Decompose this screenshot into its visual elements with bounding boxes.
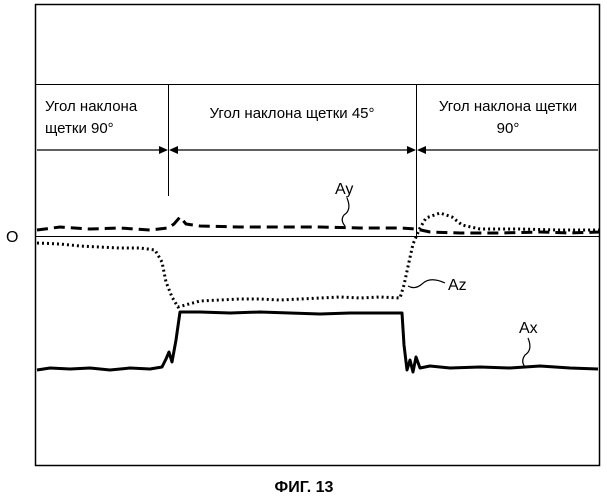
ay-label: Ay	[335, 181, 353, 198]
az-leader-line	[408, 280, 445, 288]
ax-leader-line	[523, 338, 530, 368]
region-1-label-line-1: Угол наклона	[45, 98, 138, 115]
region-1-label-line-2: щетки 90°	[45, 120, 114, 137]
region-arrow-3	[417, 146, 598, 154]
region-2-label: Угол наклона щетки 45°	[209, 105, 374, 122]
region-arrow-1	[37, 146, 168, 154]
region-arrow-2	[169, 146, 416, 154]
zero-label: O	[6, 229, 18, 246]
region-3-label-line-1: Угол наклона щетки	[439, 98, 577, 115]
ax-label: Ax	[519, 320, 538, 337]
ax-signal-curve	[37, 312, 598, 372]
region-3-label-line-2: 90°	[497, 120, 520, 137]
figure-caption: ФИГ. 13	[275, 479, 334, 496]
az-label: Az	[448, 277, 467, 294]
plot-frame	[36, 5, 600, 466]
ay-signal-curve	[37, 217, 600, 233]
ay-leader-line	[342, 198, 349, 226]
